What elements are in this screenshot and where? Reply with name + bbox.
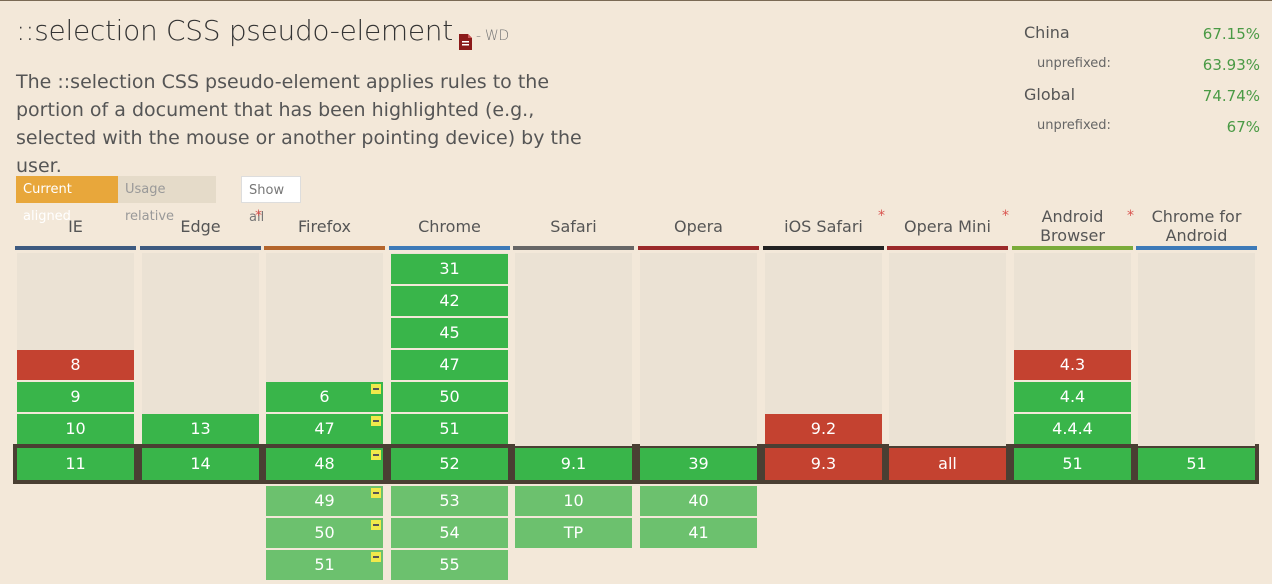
version-cell[interactable]: 13 <box>142 414 259 444</box>
note-icon[interactable] <box>371 488 381 498</box>
column-background <box>142 253 259 414</box>
stat-label: China <box>1024 23 1070 42</box>
current-version-cell[interactable]: all <box>889 448 1006 480</box>
current-version-cell[interactable]: 39 <box>640 448 757 480</box>
note-icon[interactable] <box>371 552 381 562</box>
version-cell[interactable]: 9.2 <box>765 414 882 444</box>
stat-label: unprefixed: <box>1037 118 1111 133</box>
prefix-note-icon[interactable]: * <box>1127 208 1134 224</box>
feature-title: ::selection CSS pseudo-element <box>16 14 453 47</box>
browser-color-bar <box>264 246 385 250</box>
future-version-cell[interactable]: 41 <box>640 518 757 548</box>
spec-status[interactable]: - WD <box>475 28 509 44</box>
column-background <box>640 253 757 446</box>
browser-color-bar <box>513 246 634 250</box>
version-cell[interactable]: 4.4.4 <box>1014 414 1131 444</box>
document-icon[interactable] <box>458 24 472 50</box>
feature-description: The ::selection CSS pseudo-element appli… <box>16 71 582 177</box>
stat-value: 74.74% <box>1202 87 1260 105</box>
browser-color-bar <box>1136 246 1257 250</box>
version-cell[interactable]: 10 <box>17 414 134 444</box>
version-cell[interactable]: 47 <box>266 414 383 444</box>
browser-header: iOS Safari <box>784 216 863 236</box>
show-all-button[interactable]: Show all <box>241 176 301 225</box>
stat-value: 67% <box>1226 118 1260 136</box>
browser-color-bar <box>1012 246 1133 250</box>
version-cell[interactable]: 9 <box>17 382 134 412</box>
note-icon[interactable] <box>371 450 381 460</box>
current-version-cell[interactable]: 51 <box>1014 448 1131 480</box>
version-cell[interactable]: 47 <box>391 350 508 380</box>
version-cell[interactable]: 51 <box>391 414 508 444</box>
version-cell[interactable]: 6 <box>266 382 383 412</box>
column-background <box>17 253 134 350</box>
column-background <box>765 253 882 414</box>
current-version-cell[interactable]: 52 <box>391 448 508 480</box>
current-version-cell[interactable]: 14 <box>142 448 259 480</box>
stat-label: Global <box>1024 85 1076 104</box>
top-border <box>0 0 1272 1</box>
browser-color-bar <box>638 246 759 250</box>
future-version-cell[interactable]: 54 <box>391 518 508 548</box>
column-background <box>1014 253 1131 350</box>
browser-header: Chrome <box>418 216 481 236</box>
version-cell[interactable]: 50 <box>391 382 508 412</box>
stat-value: 63.93% <box>1202 56 1260 74</box>
usage-relative-button[interactable]: Usage relative <box>118 176 216 224</box>
note-icon[interactable] <box>371 384 381 394</box>
version-cell[interactable]: 45 <box>391 318 508 348</box>
stat-value: 67.15% <box>1202 25 1260 43</box>
browser-header: Firefox <box>298 216 351 236</box>
current-aligned-button[interactable]: Current aligned <box>16 176 118 224</box>
version-cell[interactable]: 42 <box>391 286 508 316</box>
current-version-cell[interactable]: 9.3 <box>765 448 882 480</box>
browser-color-bar <box>140 246 261 250</box>
version-cell[interactable]: 31 <box>391 254 508 284</box>
browser-header: Chrome for Android <box>1151 207 1242 245</box>
browser-header: Opera Mini <box>904 216 991 236</box>
stat-china: China 67.15% <box>1024 20 1264 51</box>
browser-header: Edge <box>180 216 221 236</box>
stat-global-unprefixed: unprefixed: 67% <box>1024 113 1264 144</box>
column-background <box>266 253 383 382</box>
column-background <box>515 253 632 446</box>
browser-header: IE <box>68 216 83 236</box>
version-cell[interactable]: 4.4 <box>1014 382 1131 412</box>
stat-china-unprefixed: unprefixed: 63.93% <box>1024 51 1264 82</box>
column-background <box>1138 253 1255 446</box>
browser-header: Android Browser <box>1040 207 1105 245</box>
browser-color-bar <box>389 246 510 250</box>
prefix-note-icon[interactable]: * <box>255 208 262 224</box>
current-version-cell[interactable]: 11 <box>17 448 134 480</box>
feature-title-row: ::selection CSS pseudo-element - WD <box>16 14 509 50</box>
note-icon[interactable] <box>371 520 381 530</box>
prefix-note-icon[interactable]: * <box>878 208 885 224</box>
stat-label: unprefixed: <box>1037 56 1111 71</box>
future-version-cell[interactable]: 40 <box>640 486 757 516</box>
future-version-cell[interactable]: 50 <box>266 518 383 548</box>
future-version-cell[interactable]: 51 <box>266 550 383 580</box>
version-cell[interactable]: 4.3 <box>1014 350 1131 380</box>
future-version-cell[interactable]: 10 <box>515 486 632 516</box>
current-version-cell[interactable]: 9.1 <box>515 448 632 480</box>
browser-color-bar <box>887 246 1008 250</box>
future-version-cell[interactable]: TP <box>515 518 632 548</box>
current-version-cell[interactable]: 48 <box>266 448 383 480</box>
future-version-cell[interactable]: 55 <box>391 550 508 580</box>
browser-color-bar <box>763 246 884 250</box>
column-background <box>391 253 508 254</box>
prefix-note-icon[interactable]: * <box>1002 208 1009 224</box>
browser-header: Opera <box>674 216 723 236</box>
browser-color-bar <box>15 246 136 250</box>
future-version-cell[interactable]: 49 <box>266 486 383 516</box>
future-version-cell[interactable]: 53 <box>391 486 508 516</box>
column-background <box>889 253 1006 446</box>
usage-stats: China 67.15% unprefixed: 63.93% Global 7… <box>1024 20 1264 144</box>
browser-header: Safari <box>550 216 597 236</box>
note-icon[interactable] <box>371 416 381 426</box>
version-cell[interactable]: 8 <box>17 350 134 380</box>
stat-global: Global 74.74% <box>1024 82 1264 113</box>
current-version-cell[interactable]: 51 <box>1138 448 1255 480</box>
